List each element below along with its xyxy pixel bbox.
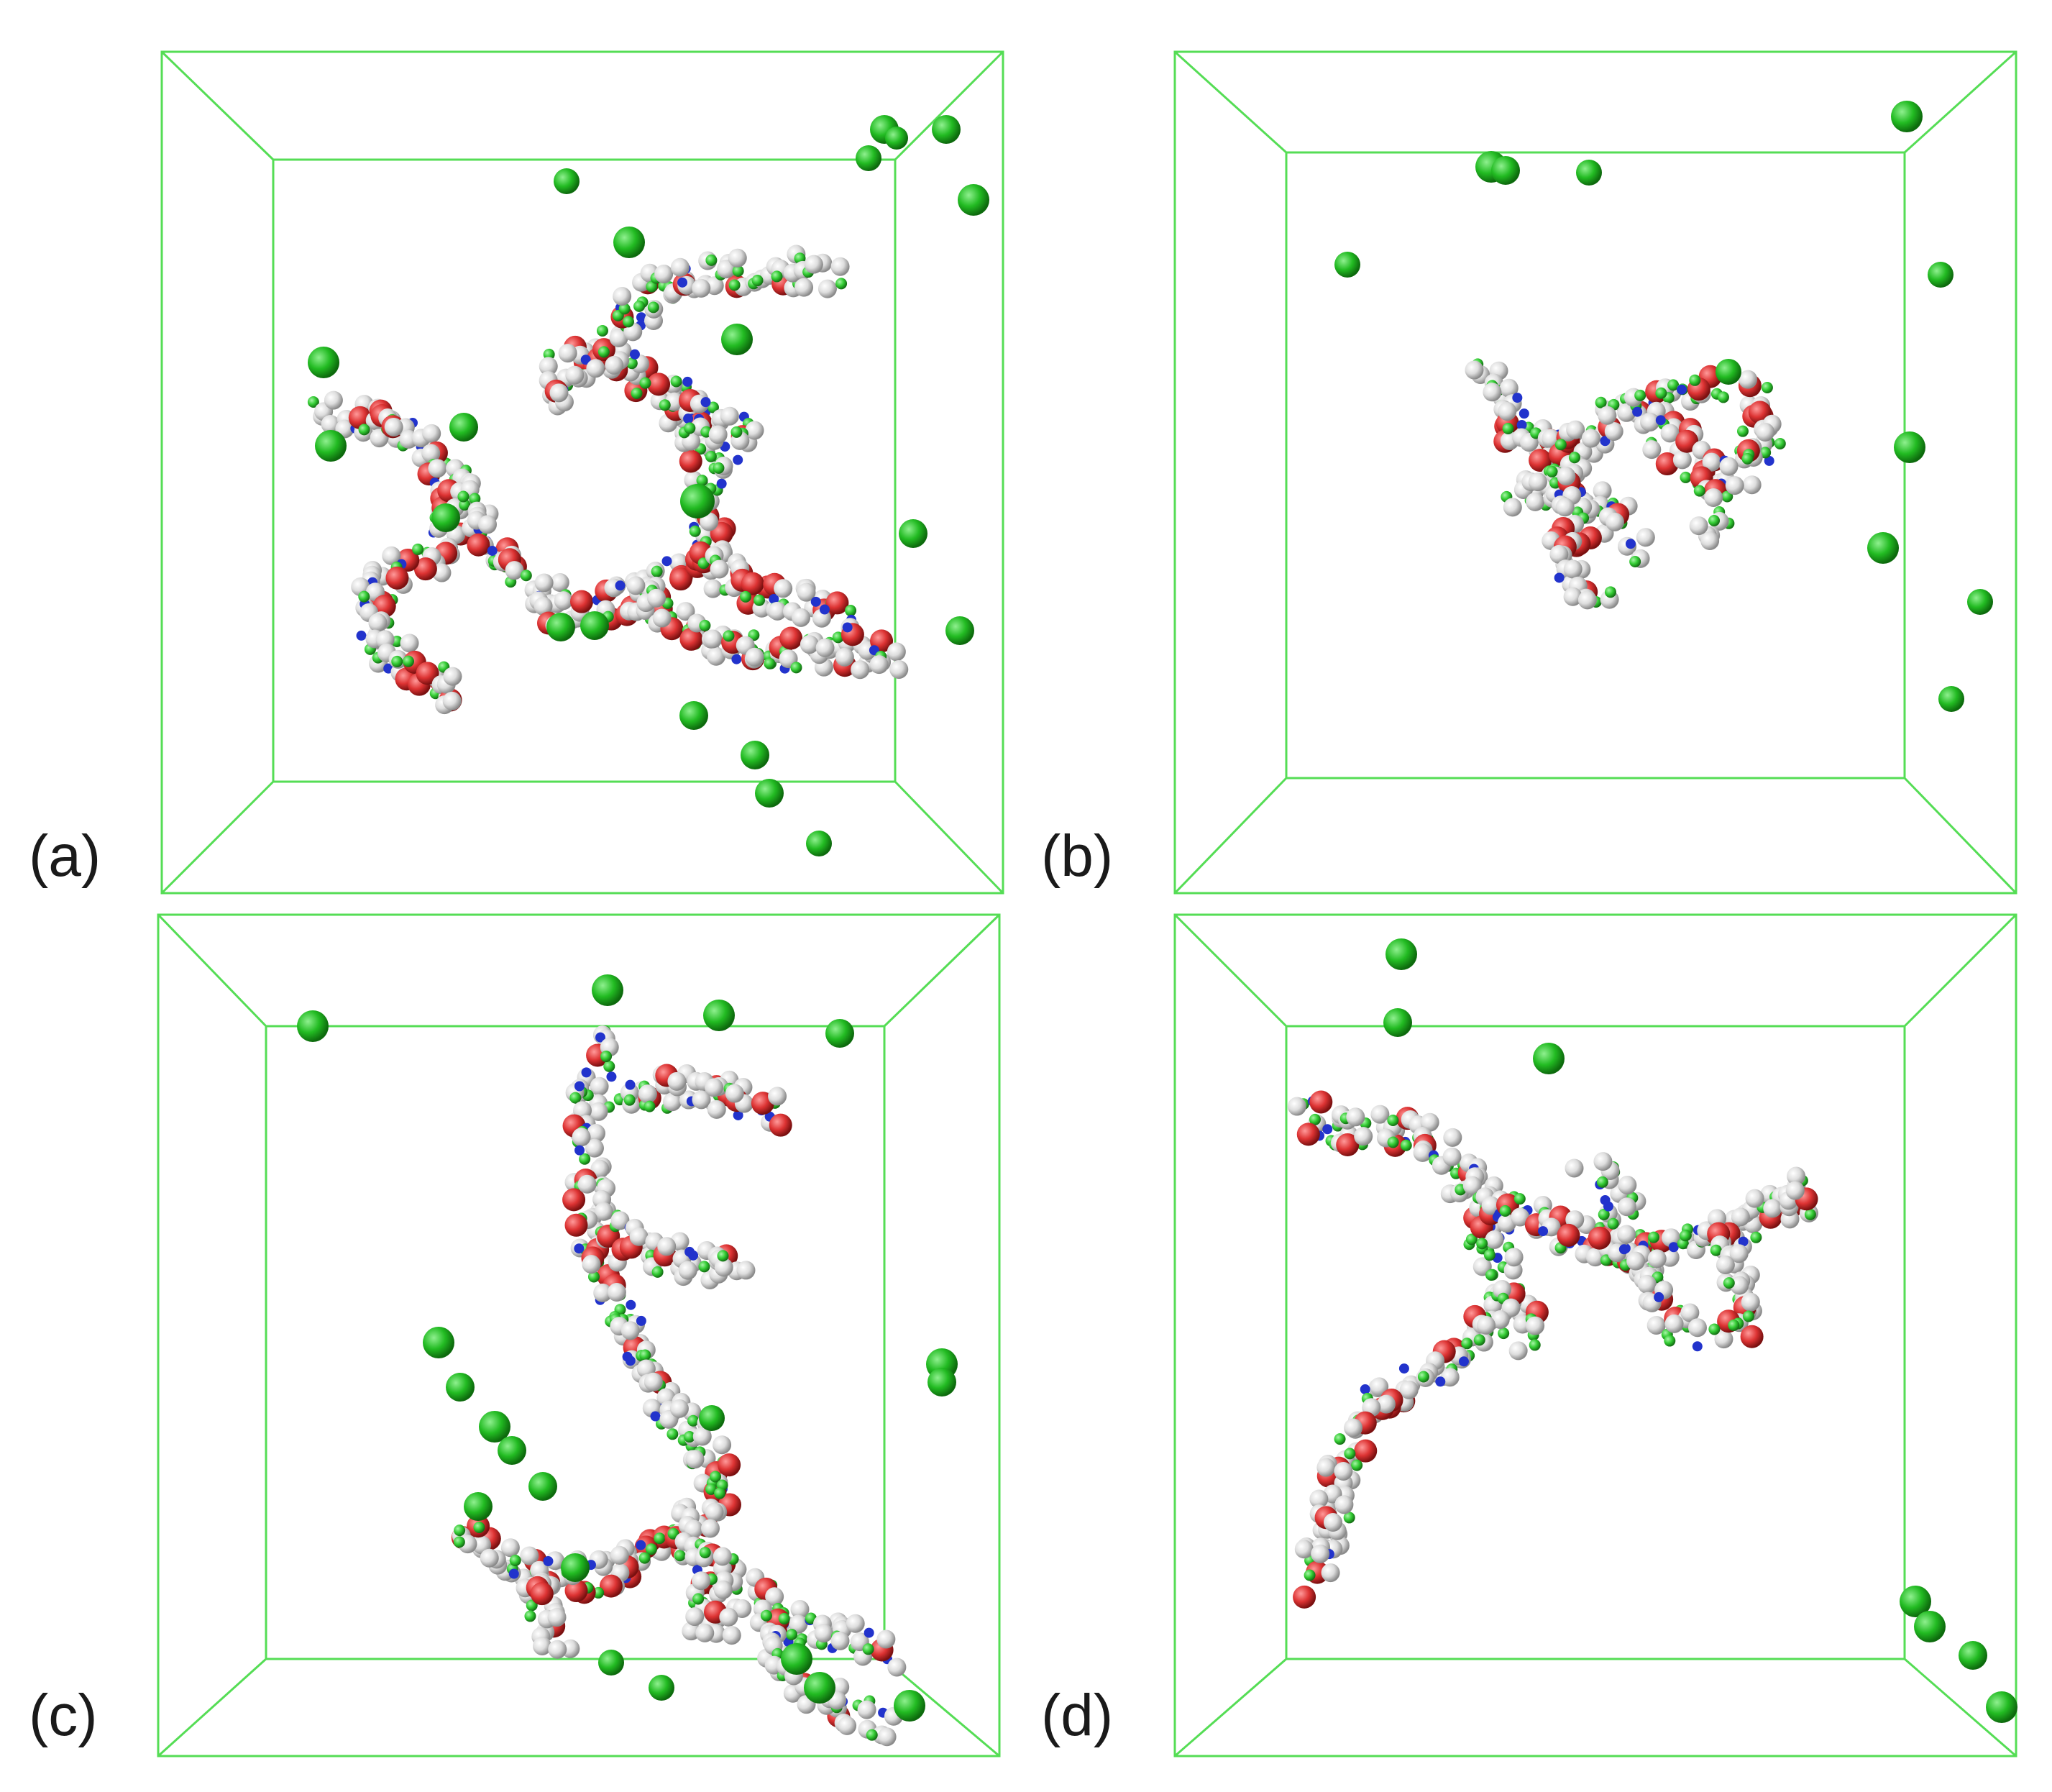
peptide-chain	[615, 576, 909, 680]
simulation-box-d	[1173, 913, 2017, 1757]
green-sphere-icon	[308, 347, 339, 378]
ion-layer	[1383, 938, 2017, 1723]
green-sphere-icon	[479, 1411, 510, 1443]
panel-label-c: (c)	[29, 1683, 98, 1748]
green-sphere-icon	[899, 519, 927, 548]
green-sphere-icon	[1576, 160, 1602, 186]
green-sphere-icon	[1900, 1586, 1931, 1617]
green-sphere-icon	[958, 184, 989, 216]
peptide-chain	[437, 334, 736, 636]
green-sphere-icon	[932, 115, 961, 144]
green-sphere-icon	[755, 779, 784, 808]
green-sphere-icon	[498, 1436, 526, 1465]
green-sphere-icon	[1533, 1043, 1565, 1074]
box-wireframe	[1173, 50, 2017, 895]
peptide-chain	[613, 1064, 792, 1137]
green-sphere-icon	[679, 701, 708, 730]
peptide-chain	[682, 1547, 741, 1645]
green-sphere-icon	[464, 1492, 493, 1521]
green-sphere-icon	[561, 1553, 590, 1582]
green-sphere-icon	[446, 1373, 475, 1402]
green-sphere-icon	[885, 127, 908, 150]
peptide-chain	[689, 536, 864, 646]
green-sphere-icon	[1959, 1641, 1987, 1670]
green-sphere-icon	[1938, 686, 1964, 712]
green-sphere-icon	[1383, 1008, 1412, 1037]
green-sphere-icon	[1716, 359, 1741, 385]
peptide-chain	[1719, 370, 1786, 495]
simulation-box-c	[157, 913, 1001, 1757]
green-sphere-icon	[297, 1010, 329, 1042]
green-sphere-icon	[1491, 156, 1520, 185]
peptide-chain	[586, 244, 850, 378]
green-sphere-icon	[1334, 252, 1360, 278]
green-sphere-icon	[703, 1000, 735, 1031]
green-sphere-icon	[781, 1643, 812, 1675]
ion-layer	[308, 115, 989, 856]
panel-label-d: (d)	[1041, 1683, 1114, 1748]
peptide-chain	[1465, 358, 1729, 472]
green-sphere-icon	[1914, 1611, 1946, 1642]
green-sphere-icon	[1894, 431, 1925, 463]
green-sphere-icon	[1986, 1691, 2017, 1723]
ion-layer	[297, 974, 958, 1722]
peptide-chain	[516, 1556, 580, 1659]
green-sphere-icon	[894, 1690, 925, 1722]
panel-label-b: (b)	[1041, 823, 1114, 889]
green-sphere-icon	[1967, 589, 1993, 615]
box-wireframe	[160, 50, 1004, 895]
green-sphere-icon	[554, 168, 580, 194]
peptide-chain	[307, 390, 479, 715]
green-sphere-icon	[449, 413, 478, 442]
box-wireframe	[1173, 913, 2017, 1757]
green-sphere-icon	[741, 741, 769, 769]
green-sphere-icon	[649, 1675, 674, 1701]
green-sphere-icon	[1867, 532, 1899, 564]
green-sphere-icon	[1385, 938, 1417, 970]
green-sphere-icon	[592, 974, 623, 1006]
peptide-chain	[1697, 1209, 1764, 1349]
green-sphere-icon	[423, 1327, 454, 1358]
green-sphere-icon	[856, 145, 881, 171]
green-sphere-icon	[804, 1672, 835, 1704]
green-sphere-icon	[1891, 101, 1923, 132]
simulation-box-a	[160, 50, 1004, 895]
green-sphere-icon	[613, 227, 645, 258]
ion-layer	[1334, 101, 1993, 712]
green-sphere-icon	[431, 503, 460, 532]
green-sphere-icon	[315, 430, 347, 462]
peptide-chain	[659, 388, 764, 465]
peptide-chain	[595, 1210, 756, 1289]
peptide-chain	[451, 1507, 705, 1604]
green-sphere-icon	[699, 1405, 725, 1431]
green-sphere-icon	[680, 484, 715, 518]
simulation-box-b	[1173, 50, 2017, 895]
green-sphere-icon	[721, 324, 753, 355]
peptide-chain	[1542, 439, 1619, 610]
peptide-chain	[1293, 1280, 1526, 1609]
green-sphere-icon	[806, 831, 832, 856]
green-sphere-icon	[546, 613, 575, 641]
green-sphere-icon	[528, 1472, 557, 1501]
box-wireframe	[157, 913, 1001, 1757]
peptide-chain	[1619, 1231, 1707, 1352]
peptide-chain	[1641, 401, 1736, 550]
green-sphere-icon	[927, 1368, 956, 1396]
panel-label-a: (a)	[29, 823, 101, 889]
green-sphere-icon	[1928, 262, 1953, 288]
green-sphere-icon	[945, 616, 974, 645]
green-sphere-icon	[825, 1019, 854, 1048]
green-sphere-icon	[598, 1650, 624, 1676]
peptide-chain	[1565, 1152, 1646, 1266]
green-sphere-icon	[580, 611, 609, 640]
